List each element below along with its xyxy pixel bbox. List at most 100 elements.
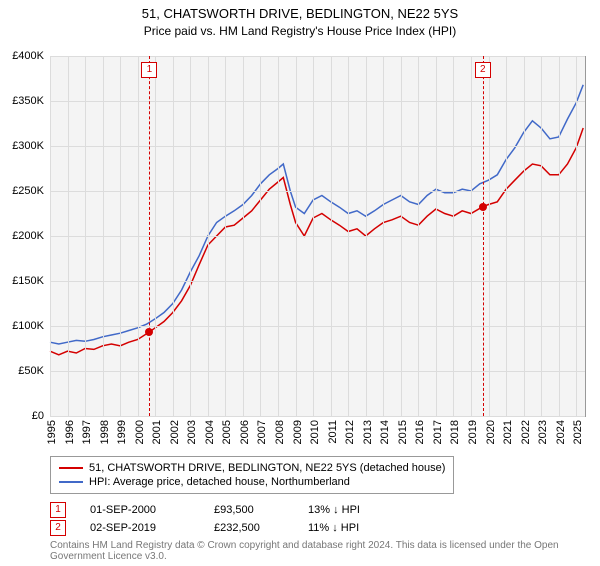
sale-marker-dot — [145, 328, 153, 336]
y-axis-tick-label: £200K — [12, 230, 50, 242]
gridline-vertical — [524, 56, 525, 416]
gridline-horizontal — [50, 236, 585, 237]
x-axis-tick-label: 2020 — [485, 420, 497, 444]
sale-marker-number: 1 — [141, 62, 157, 78]
x-axis-tick-label: 2015 — [397, 420, 409, 444]
gridline-vertical — [243, 56, 244, 416]
sale-marker-line — [483, 56, 484, 416]
y-axis-tick-label: £350K — [12, 95, 50, 107]
y-axis-tick-label: £50K — [18, 365, 50, 377]
x-axis-tick-label: 2021 — [502, 420, 514, 444]
legend-label: HPI: Average price, detached house, Nort… — [89, 476, 350, 488]
y-axis-tick-label: £150K — [12, 275, 50, 287]
y-axis-tick-label: £400K — [12, 50, 50, 62]
gridline-vertical — [401, 56, 402, 416]
legend-swatch — [59, 467, 83, 469]
x-axis-tick-label: 1997 — [81, 420, 93, 444]
x-axis-tick-label: 2007 — [256, 420, 268, 444]
gridline-vertical — [366, 56, 367, 416]
x-axis-tick-label: 2003 — [186, 420, 198, 444]
gridline-vertical — [50, 56, 51, 416]
x-axis-tick-label: 2006 — [239, 420, 251, 444]
x-axis-tick-label: 1996 — [64, 420, 76, 444]
x-axis-tick-label: 2004 — [204, 420, 216, 444]
gridline-vertical — [418, 56, 419, 416]
sales-row-diff: 13% ↓ HPI — [308, 504, 378, 516]
x-axis-tick-label: 2016 — [414, 420, 426, 444]
gridline-horizontal — [50, 101, 585, 102]
sales-row: 1 01-SEP-2000 £93,500 13% ↓ HPI — [50, 501, 378, 519]
x-axis-tick-label: 2000 — [134, 420, 146, 444]
x-axis-tick-label: 1995 — [46, 420, 58, 444]
gridline-horizontal — [50, 371, 585, 372]
chart-plot-area: £0£50K£100K£150K£200K£250K£300K£350K£400… — [50, 56, 585, 416]
y-axis-tick-label: £300K — [12, 140, 50, 152]
gridline-vertical — [541, 56, 542, 416]
sales-row-marker: 1 — [50, 502, 66, 518]
gridline-horizontal — [50, 56, 585, 57]
gridline-horizontal — [50, 281, 585, 282]
gridline-vertical — [155, 56, 156, 416]
gridline-vertical — [559, 56, 560, 416]
gridline-vertical — [506, 56, 507, 416]
x-axis-tick-label: 2018 — [449, 420, 461, 444]
x-axis-tick-label: 2005 — [221, 420, 233, 444]
x-axis-tick-label: 2019 — [467, 420, 479, 444]
x-axis-tick-label: 2001 — [151, 420, 163, 444]
gridline-vertical — [173, 56, 174, 416]
gridline-vertical — [348, 56, 349, 416]
x-axis-tick-label: 2017 — [432, 420, 444, 444]
chart-subtitle: Price paid vs. HM Land Registry's House … — [0, 24, 600, 38]
sales-row-date: 02-SEP-2019 — [90, 522, 190, 534]
gridline-horizontal — [50, 146, 585, 147]
sale-marker-number: 2 — [475, 62, 491, 78]
gridline-horizontal — [50, 191, 585, 192]
x-axis-tick-label: 2011 — [327, 420, 339, 444]
legend-row: HPI: Average price, detached house, Nort… — [59, 475, 445, 489]
legend-swatch — [59, 481, 83, 483]
x-axis-tick-label: 2025 — [572, 420, 584, 444]
gridline-vertical — [313, 56, 314, 416]
sales-row: 2 02-SEP-2019 £232,500 11% ↓ HPI — [50, 519, 378, 537]
gridline-vertical — [120, 56, 121, 416]
x-axis-tick-label: 1999 — [116, 420, 128, 444]
sales-table: 1 01-SEP-2000 £93,500 13% ↓ HPI 2 02-SEP-2019… — [50, 501, 378, 537]
gridline-vertical — [453, 56, 454, 416]
gridline-vertical — [296, 56, 297, 416]
x-axis-tick-label: 2022 — [520, 420, 532, 444]
chart-legend: 51, CHATSWORTH DRIVE, BEDLINGTON, NE22 5… — [50, 456, 454, 494]
sales-row-marker: 2 — [50, 520, 66, 536]
y-axis-tick-label: £250K — [12, 185, 50, 197]
gridline-vertical — [436, 56, 437, 416]
x-axis-tick-label: 1998 — [99, 420, 111, 444]
x-axis-tick-label: 2023 — [537, 420, 549, 444]
gridline-vertical — [225, 56, 226, 416]
x-axis-tick-label: 2012 — [344, 420, 356, 444]
gridline-vertical — [103, 56, 104, 416]
x-axis-tick-label: 2024 — [555, 420, 567, 444]
sales-row-price: £232,500 — [214, 522, 284, 534]
gridline-vertical — [68, 56, 69, 416]
chart-title: 51, CHATSWORTH DRIVE, BEDLINGTON, NE22 5… — [0, 6, 600, 21]
sales-row-price: £93,500 — [214, 504, 284, 516]
gridline-vertical — [138, 56, 139, 416]
series-line — [50, 128, 583, 355]
x-axis-tick-label: 2013 — [362, 420, 374, 444]
sales-row-diff: 11% ↓ HPI — [308, 522, 378, 534]
series-line — [50, 85, 583, 344]
gridline-vertical — [208, 56, 209, 416]
legend-label: 51, CHATSWORTH DRIVE, BEDLINGTON, NE22 5… — [89, 462, 445, 474]
sale-marker-line — [149, 56, 150, 416]
sales-row-date: 01-SEP-2000 — [90, 504, 190, 516]
gridline-vertical — [576, 56, 577, 416]
gridline-vertical — [190, 56, 191, 416]
legend-row: 51, CHATSWORTH DRIVE, BEDLINGTON, NE22 5… — [59, 461, 445, 475]
x-axis-tick-label: 2002 — [169, 420, 181, 444]
gridline-vertical — [383, 56, 384, 416]
x-axis-tick-label: 2010 — [309, 420, 321, 444]
gridline-vertical — [471, 56, 472, 416]
x-axis-tick-label: 2009 — [292, 420, 304, 444]
footer-attribution: Contains HM Land Registry data © Crown c… — [50, 540, 600, 562]
gridline-vertical — [85, 56, 86, 416]
sale-marker-dot — [479, 203, 487, 211]
